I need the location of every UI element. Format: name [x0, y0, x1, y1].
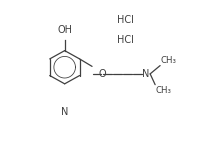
Text: OH: OH: [57, 25, 72, 35]
Text: N: N: [61, 107, 68, 117]
Text: O: O: [98, 69, 106, 79]
Text: HCl: HCl: [117, 35, 134, 45]
Text: HCl: HCl: [117, 15, 134, 25]
Text: CH₃: CH₃: [161, 56, 177, 65]
Text: CH₃: CH₃: [155, 86, 171, 95]
Text: N: N: [142, 69, 150, 79]
